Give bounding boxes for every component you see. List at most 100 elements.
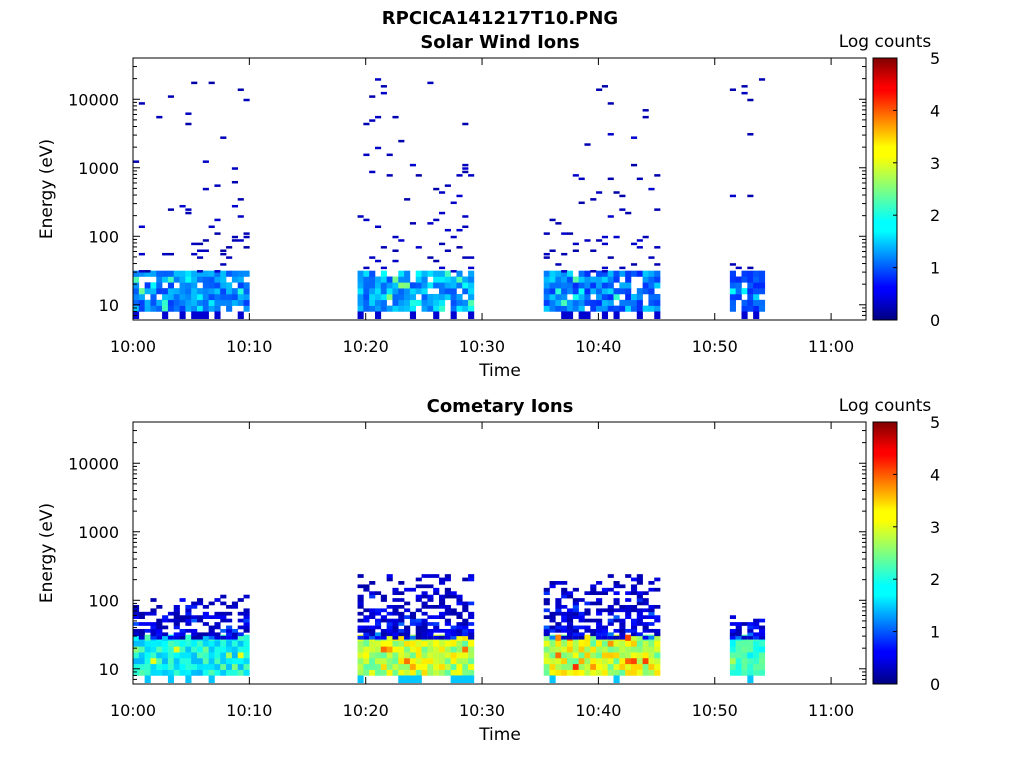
heatmap-cell [625, 276, 632, 283]
heatmap-cell [226, 657, 233, 665]
heatmap-cell [613, 288, 620, 295]
heatmap-cell [363, 663, 370, 670]
heatmap-cell [741, 657, 748, 665]
heatmap-cell [758, 640, 766, 647]
heatmap-cell [758, 669, 766, 676]
colorbar-gradient [872, 421, 898, 685]
heatmap-cell [555, 598, 562, 602]
heatmap-cell [438, 288, 446, 295]
heatmap-cell [578, 299, 585, 306]
heatmap-cell [415, 652, 422, 659]
heatmap-cell [162, 632, 169, 637]
x-tick-label: 10:40 [575, 701, 621, 720]
heatmap-cell [226, 625, 233, 630]
heatmap-cell [613, 663, 620, 670]
heatmap-cell [231, 604, 239, 609]
heatmap-cell [636, 293, 643, 301]
heatmap-cell [607, 215, 614, 218]
heatmap-cell [196, 288, 204, 295]
heatmap-cell [468, 652, 475, 659]
heatmap-cell [654, 282, 661, 289]
heatmap-cell [753, 663, 760, 670]
heatmap-cell [549, 657, 556, 665]
heatmap-cell [433, 587, 440, 592]
heatmap-cell [415, 174, 422, 177]
heatmap-cell [357, 594, 364, 599]
heatmap-cell [138, 635, 145, 640]
heatmap-cell [226, 640, 233, 647]
heatmap-cell [572, 611, 579, 616]
heatmap-cell [138, 305, 145, 312]
heatmap-cell [561, 615, 568, 619]
heatmap-cell [214, 622, 221, 626]
heatmap-cell [363, 635, 370, 640]
heatmap-cell [357, 584, 364, 589]
heatmap-cell [369, 591, 376, 596]
heatmap-cell [409, 222, 417, 225]
heatmap-cell [237, 276, 244, 283]
heatmap-cell [191, 632, 198, 637]
heatmap-cell [415, 594, 422, 599]
heatmap-cell [398, 239, 405, 242]
heatmap-cell [625, 598, 632, 602]
heatmap-cell [758, 288, 766, 295]
heatmap-cell [237, 618, 244, 623]
heatmap-cell [191, 288, 198, 295]
heatmap-cell [243, 299, 250, 306]
heatmap-cell [231, 180, 239, 184]
heatmap-cell [572, 601, 579, 606]
heatmap-cell [156, 652, 163, 659]
heatmap-cell [421, 604, 428, 609]
heatmap-cell [438, 305, 446, 312]
heatmap-cell [642, 657, 649, 665]
heatmap-cell [578, 652, 585, 659]
heatmap-cell [613, 601, 620, 606]
heatmap-cell [226, 288, 233, 295]
heatmap-cell [438, 293, 446, 301]
heatmap-cell [462, 669, 469, 676]
heatmap-cell [167, 299, 175, 306]
heatmap-cell [561, 288, 568, 295]
heatmap-cell [363, 293, 370, 301]
heatmap-cell [243, 646, 250, 653]
heatmap-cell [596, 618, 603, 623]
heatmap-cell [415, 276, 422, 283]
heatmap-cell [363, 282, 370, 289]
heatmap-cell [450, 282, 457, 289]
heatmap-cell [231, 204, 239, 208]
heatmap-cell [747, 288, 754, 295]
heatmap-cell [613, 581, 620, 585]
heatmap-cell [607, 618, 614, 623]
heatmap-cell [468, 266, 475, 270]
heatmap-cell [243, 235, 250, 239]
heatmap-cell [392, 632, 399, 637]
heatmap-cell [156, 282, 163, 289]
heatmap-cell [144, 646, 151, 653]
heatmap-cell [607, 177, 614, 181]
heatmap-cell [363, 608, 370, 613]
heatmap-cell [196, 640, 204, 647]
heatmap-cell [138, 270, 145, 273]
heatmap-cell [438, 211, 446, 215]
heatmap-cell [179, 311, 186, 320]
heatmap-cell [398, 646, 405, 653]
heatmap-cell [133, 634, 140, 641]
heatmap-cell [543, 276, 550, 283]
heatmap-cell [596, 288, 603, 295]
heatmap-cell [386, 293, 393, 301]
heatmap-cell [613, 669, 620, 676]
heatmap-cell [450, 270, 457, 273]
heatmap-cell [243, 288, 250, 295]
heatmap-cell [409, 663, 417, 670]
heatmap-cell [747, 133, 754, 136]
heatmap-cell [758, 625, 766, 630]
heatmap-cell [630, 591, 638, 596]
x-tick-label: 11:00 [808, 337, 854, 356]
heatmap-cell [375, 146, 382, 150]
heatmap-cell [572, 288, 579, 295]
heatmap-cell [208, 663, 215, 670]
heatmap-cell [398, 276, 405, 283]
heatmap-cell [601, 632, 609, 637]
heatmap-cell [654, 299, 661, 306]
